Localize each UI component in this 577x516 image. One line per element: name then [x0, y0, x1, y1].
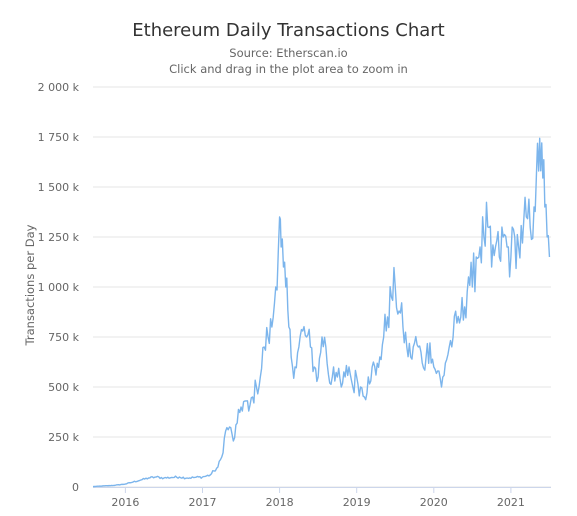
y-tick-label: 1 750 k [38, 131, 80, 144]
y-tick-label: 0 [72, 481, 79, 494]
y-axis-ticks: 0 250 k 500 k 750 k 1 000 k 1 250 k 1 500 k 1 7… [38, 81, 80, 494]
y-tick-label: 1 000 k [38, 281, 80, 294]
y-tick-label: 1 500 k [38, 181, 80, 194]
chart-subtitle-zoom-hint: Click and drag in the plot area to zoom … [169, 62, 408, 76]
y-axis-label: Transactions per Day [23, 224, 37, 346]
series-line[interactable] [92, 137, 551, 488]
x-tick-label: 2016 [111, 496, 139, 509]
chart-subtitle-source: Source: Etherscan.io [229, 46, 348, 60]
x-tick-label: 2018 [266, 496, 294, 509]
series-group[interactable] [92, 137, 551, 488]
chart-title: Ethereum Daily Transactions Chart [132, 20, 445, 41]
y-tick-label: 1 250 k [38, 231, 80, 244]
x-tick-label: 2017 [188, 496, 216, 509]
y-tick-label: 250 k [48, 431, 79, 444]
y-tick-label: 750 k [48, 331, 79, 344]
y-tick-label: 2 000 k [38, 81, 80, 94]
y-tick-label: 500 k [48, 381, 79, 394]
x-axis-ticks: 2016 2017 2018 2019 2020 2021 [111, 487, 525, 509]
x-tick-label: 2021 [497, 496, 525, 509]
x-tick-label: 2019 [343, 496, 371, 509]
x-tick-label: 2020 [420, 496, 448, 509]
grid-lines [93, 86, 551, 488]
